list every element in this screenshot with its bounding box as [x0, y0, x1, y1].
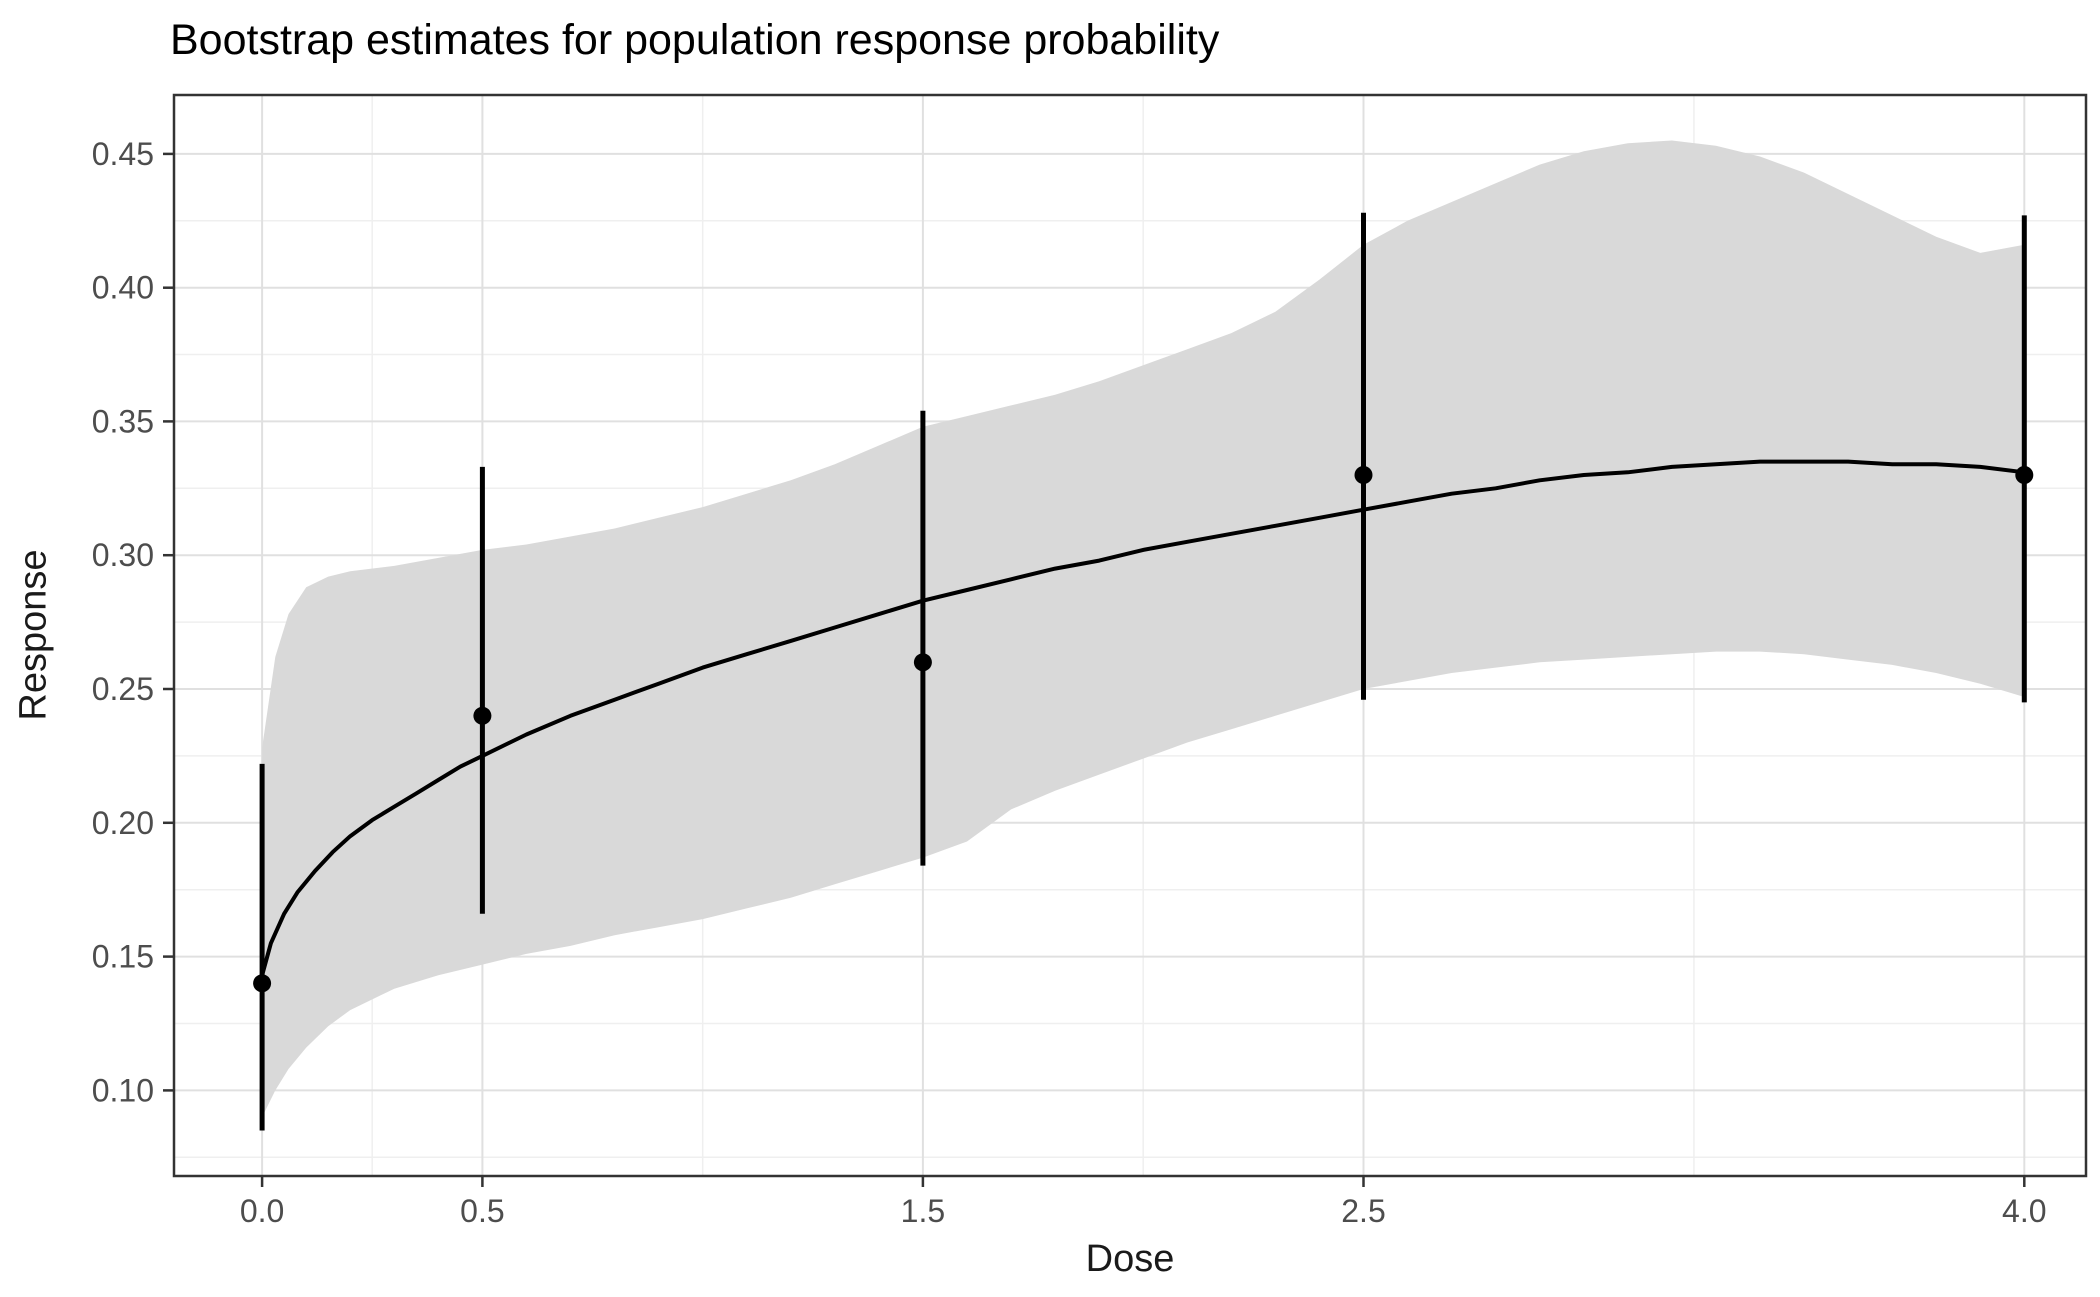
y-tick-label: 0.40 [92, 270, 154, 306]
x-axis-label: Dose [1085, 1238, 1175, 1280]
y-axis-label: Response [12, 549, 55, 721]
data-point [1354, 466, 1373, 484]
y-tick-label: 0.45 [92, 136, 154, 172]
data-point [253, 974, 272, 993]
data-point [913, 653, 932, 672]
y-tick-label: 0.15 [92, 939, 154, 975]
chart-title: Bootstrap estimates for population respo… [170, 16, 1220, 64]
x-tick-label: 1.5 [901, 1193, 945, 1229]
y-tick-label: 0.30 [92, 537, 154, 573]
y-tick-label: 0.25 [92, 671, 154, 707]
data-point [2015, 466, 2034, 484]
panel-border [172, 93, 2088, 1178]
trend-line [260, 459, 2027, 978]
y-tick-label: 0.10 [92, 1072, 154, 1108]
confidence-ribbon [262, 140, 2025, 1118]
x-tick-label: 0.5 [460, 1193, 504, 1229]
y-tick-label: 0.20 [92, 805, 154, 841]
data-point [473, 706, 492, 725]
x-tick-label: 2.5 [1341, 1193, 1385, 1229]
x-tick-label: 4.0 [2002, 1193, 2046, 1229]
x-tick-label: 0.0 [240, 1193, 284, 1229]
y-tick-label: 0.35 [92, 403, 154, 439]
